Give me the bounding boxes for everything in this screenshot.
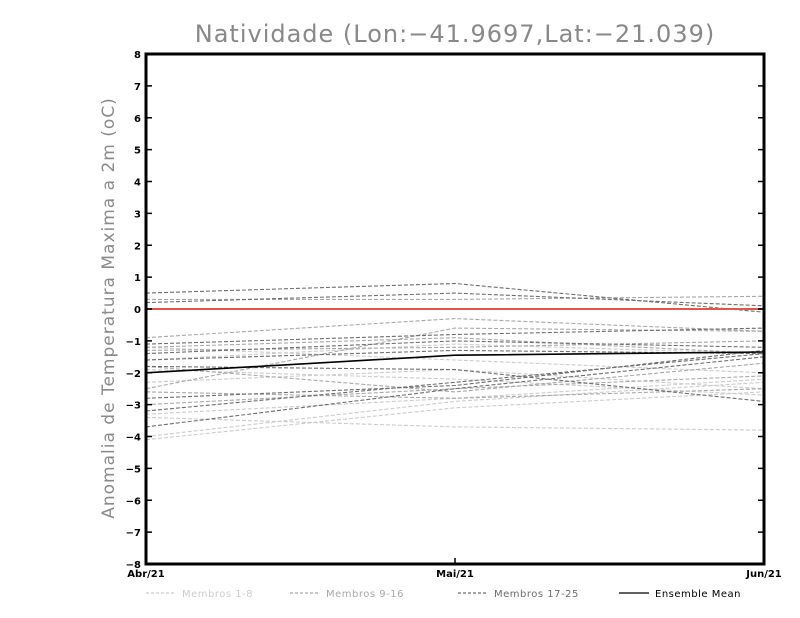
series-line-m23 [145, 349, 765, 399]
y-tick-label: −4 [126, 433, 141, 444]
y-tick-label: 8 [134, 50, 141, 61]
legend-label: Membros 1-8 [182, 589, 253, 600]
series-line-m2 [145, 381, 765, 438]
series-line-m14 [145, 362, 765, 393]
y-tick-label: −5 [126, 464, 141, 475]
series-line-m25 [145, 356, 765, 428]
series-line-m18 [145, 292, 765, 307]
series-line-m11 [145, 337, 765, 355]
series-line-m4 [145, 378, 765, 415]
y-axis-label: Anomalia de Temperatura Maxima a 2m (oC) [99, 97, 119, 519]
x-tick-label: Abr/21 [127, 569, 164, 580]
series-line-m13 [145, 327, 765, 390]
y-tick-label: 7 [134, 82, 141, 93]
y-tick-label: 0 [134, 305, 141, 316]
y-tick-label: −1 [126, 337, 141, 348]
ensemble-mean-line [145, 351, 765, 374]
y-tick-label: 6 [134, 114, 141, 125]
y-tick-label: 4 [134, 178, 141, 189]
series-line-m16 [145, 375, 765, 406]
x-axis-ticks: Abr/21 Mai/21 Jun/21 [127, 558, 782, 580]
y-axis-ticks: −8 −7 −6 −5 −4 −3 −2 −1 0 1 2 3 4 5 6 7 8 [126, 50, 764, 571]
series-line-m17 [145, 282, 765, 313]
y-tick-label: 5 [134, 146, 141, 157]
series-line-m7 [145, 343, 765, 361]
series-line-m21 [145, 349, 765, 361]
series-layer [145, 282, 765, 441]
y-tick-label: −3 [126, 401, 141, 412]
series-line-m9 [146, 295, 765, 300]
series-line-m20 [145, 340, 765, 355]
series-line-m1 [145, 391, 765, 441]
y-tick-label: −6 [126, 496, 141, 507]
chart-title: Natividade (Lon:−41.9697,Lat:−21.039) [195, 20, 715, 48]
series-line-m8 [145, 346, 765, 374]
legend-label: Membros 17-25 [494, 589, 579, 600]
y-tick-label: −7 [126, 528, 141, 539]
series-line-m3 [145, 416, 765, 431]
series-line-m19 [145, 327, 765, 345]
y-tick-label: 2 [134, 241, 141, 252]
ensemble-mean-layer [145, 351, 765, 374]
x-tick-label: Jun/21 [745, 569, 782, 580]
series-line-m24 [145, 353, 765, 412]
y-tick-label: −2 [126, 369, 141, 380]
series-line-m10 [145, 318, 765, 339]
y-tick-label: −8 [126, 560, 141, 571]
series-line-m6 [145, 369, 765, 396]
series-line-m22 [145, 365, 765, 402]
y-tick-label: 1 [134, 273, 141, 284]
legend-label: Ensemble Mean [655, 589, 741, 600]
y-tick-label: 3 [134, 209, 141, 220]
x-tick-label: Mai/21 [436, 569, 474, 580]
legend-label: Membros 9-16 [326, 589, 404, 600]
legend: Membros 1-8 Membros 9-16 Membros 17-25 Ense… [146, 589, 741, 600]
